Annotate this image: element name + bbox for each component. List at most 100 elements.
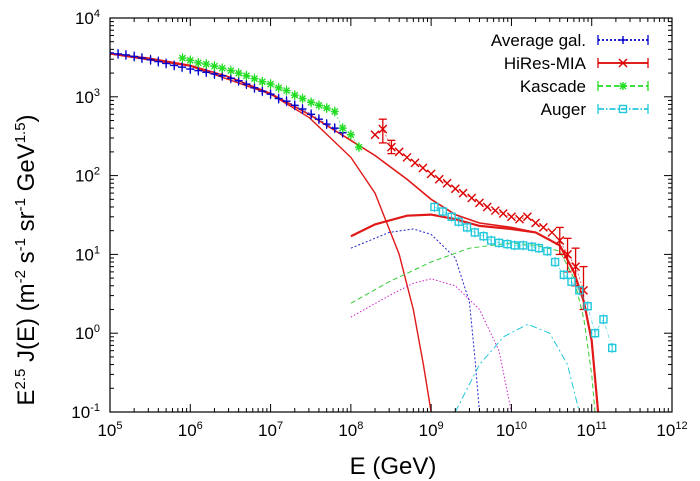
point-auger-5	[470, 227, 480, 238]
point-auger-6	[479, 231, 488, 242]
point-auger-19	[583, 301, 592, 312]
point-hires-mia-8	[434, 174, 444, 184]
legend-item-0: Average gal.	[491, 31, 649, 50]
x-tick-label: 1010	[496, 420, 527, 440]
point-auger-2	[447, 211, 456, 222]
legend-marker	[619, 36, 627, 44]
x-tick-label: 1011	[577, 420, 607, 440]
point-kascade-5	[218, 63, 227, 74]
point-average-gal-3	[130, 51, 139, 62]
point-auger-21	[599, 314, 608, 325]
legend-label: HiRes-MIA	[504, 54, 587, 73]
point-kascade-7	[234, 68, 243, 79]
point-average-gal-27	[322, 119, 331, 130]
point-auger-9	[503, 239, 512, 250]
point-auger-10	[510, 240, 519, 251]
legend-label: Kascade	[520, 77, 586, 96]
errorbar-hires-mia-0	[378, 118, 387, 144]
x-tick-label: 107	[258, 420, 283, 440]
point-kascade-14	[290, 90, 299, 101]
point-auger-0	[430, 201, 439, 212]
point-kascade-2	[194, 57, 203, 68]
point-hires-mia-10	[450, 184, 460, 194]
model-curve-component-magenta	[350, 278, 512, 412]
x-tick-label: 106	[178, 420, 203, 440]
point-kascade-4	[210, 61, 219, 72]
point-average-gal-26	[314, 114, 323, 125]
point-kascade-10	[258, 76, 267, 87]
point-hires-mia-17	[506, 212, 516, 222]
legend-item-1: HiRes-MIA	[504, 54, 649, 73]
y-tick-label: 102	[75, 166, 100, 186]
errorbar-hires-mia-2	[555, 226, 564, 256]
point-kascade-20	[338, 123, 347, 134]
point-auger-14	[543, 246, 552, 257]
y-tick-label: 101	[75, 244, 100, 264]
point-kascade-18	[322, 103, 331, 114]
point-average-gal-23	[290, 100, 299, 111]
point-auger-16	[559, 269, 569, 280]
point-kascade-16	[307, 97, 316, 108]
point-auger-3	[454, 216, 463, 227]
model-curve-component-blue	[350, 228, 480, 412]
point-hires-mia-22	[547, 227, 557, 237]
model-curve-component-green	[350, 242, 596, 412]
model-curves	[110, 53, 600, 412]
legend-marker	[619, 82, 627, 90]
point-hires-mia-4	[402, 152, 412, 162]
point-average-gal-2	[121, 49, 130, 60]
point-kascade-11	[266, 79, 275, 90]
point-kascade-19	[330, 106, 339, 117]
legend-label: Average gal.	[491, 31, 586, 50]
point-auger-18	[575, 285, 584, 296]
point-average-gal-10	[186, 64, 195, 75]
point-kascade-9	[250, 73, 259, 84]
point-auger-11	[518, 240, 528, 251]
point-hires-mia-21	[538, 222, 548, 232]
y-tick-label: 103	[75, 87, 100, 107]
point-hires-mia-9	[442, 178, 452, 188]
x-tick-label: 109	[419, 420, 444, 440]
point-auger-13	[534, 243, 544, 254]
model-curve-extragalactic-sum	[350, 213, 600, 412]
errorbar-hires-mia-1	[387, 139, 396, 155]
point-hires-mia-3	[394, 147, 404, 157]
point-average-gal-25	[307, 109, 316, 120]
point-hires-mia-5	[410, 158, 420, 168]
point-kascade-3	[202, 59, 211, 70]
point-kascade-15	[298, 93, 307, 104]
point-average-gal-5	[146, 54, 155, 65]
point-hires-mia-15	[490, 206, 500, 216]
model-curve-total	[110, 53, 599, 412]
x-tick-label: 1012	[656, 420, 687, 440]
point-kascade-12	[274, 82, 283, 93]
point-average-gal-8	[170, 60, 179, 71]
point-hires-mia-20	[531, 218, 541, 228]
point-hires-mia-14	[482, 202, 492, 212]
point-kascade-17	[314, 100, 323, 111]
legend: Average gal. HiRes-MIA Kascade Auger	[491, 31, 649, 119]
legend-item-3: Auger	[541, 100, 649, 119]
point-average-gal-19	[258, 86, 267, 97]
legend-label: Auger	[541, 100, 587, 119]
point-hires-mia-6	[418, 163, 428, 173]
y-tick-label: 104	[75, 8, 100, 28]
point-auger-17	[567, 276, 576, 287]
point-auger-15	[550, 257, 560, 268]
plot-frame	[109, 17, 673, 413]
point-average-gal-18	[250, 82, 259, 93]
point-auger-4	[462, 222, 472, 233]
series-line-average-gal	[110, 52, 343, 134]
point-average-gal-7	[162, 58, 171, 69]
point-auger-8	[494, 237, 504, 248]
point-kascade-1	[186, 55, 195, 66]
point-average-gal-28	[330, 123, 339, 134]
point-average-gal-17	[242, 79, 251, 90]
legend-marker	[618, 58, 628, 68]
legend-item-2: Kascade	[520, 77, 649, 96]
point-auger-1	[438, 206, 448, 217]
point-auger-7	[487, 235, 496, 246]
x-tick-label: 108	[338, 420, 363, 440]
point-average-gal-9	[178, 62, 187, 73]
plot-border	[109, 17, 673, 413]
